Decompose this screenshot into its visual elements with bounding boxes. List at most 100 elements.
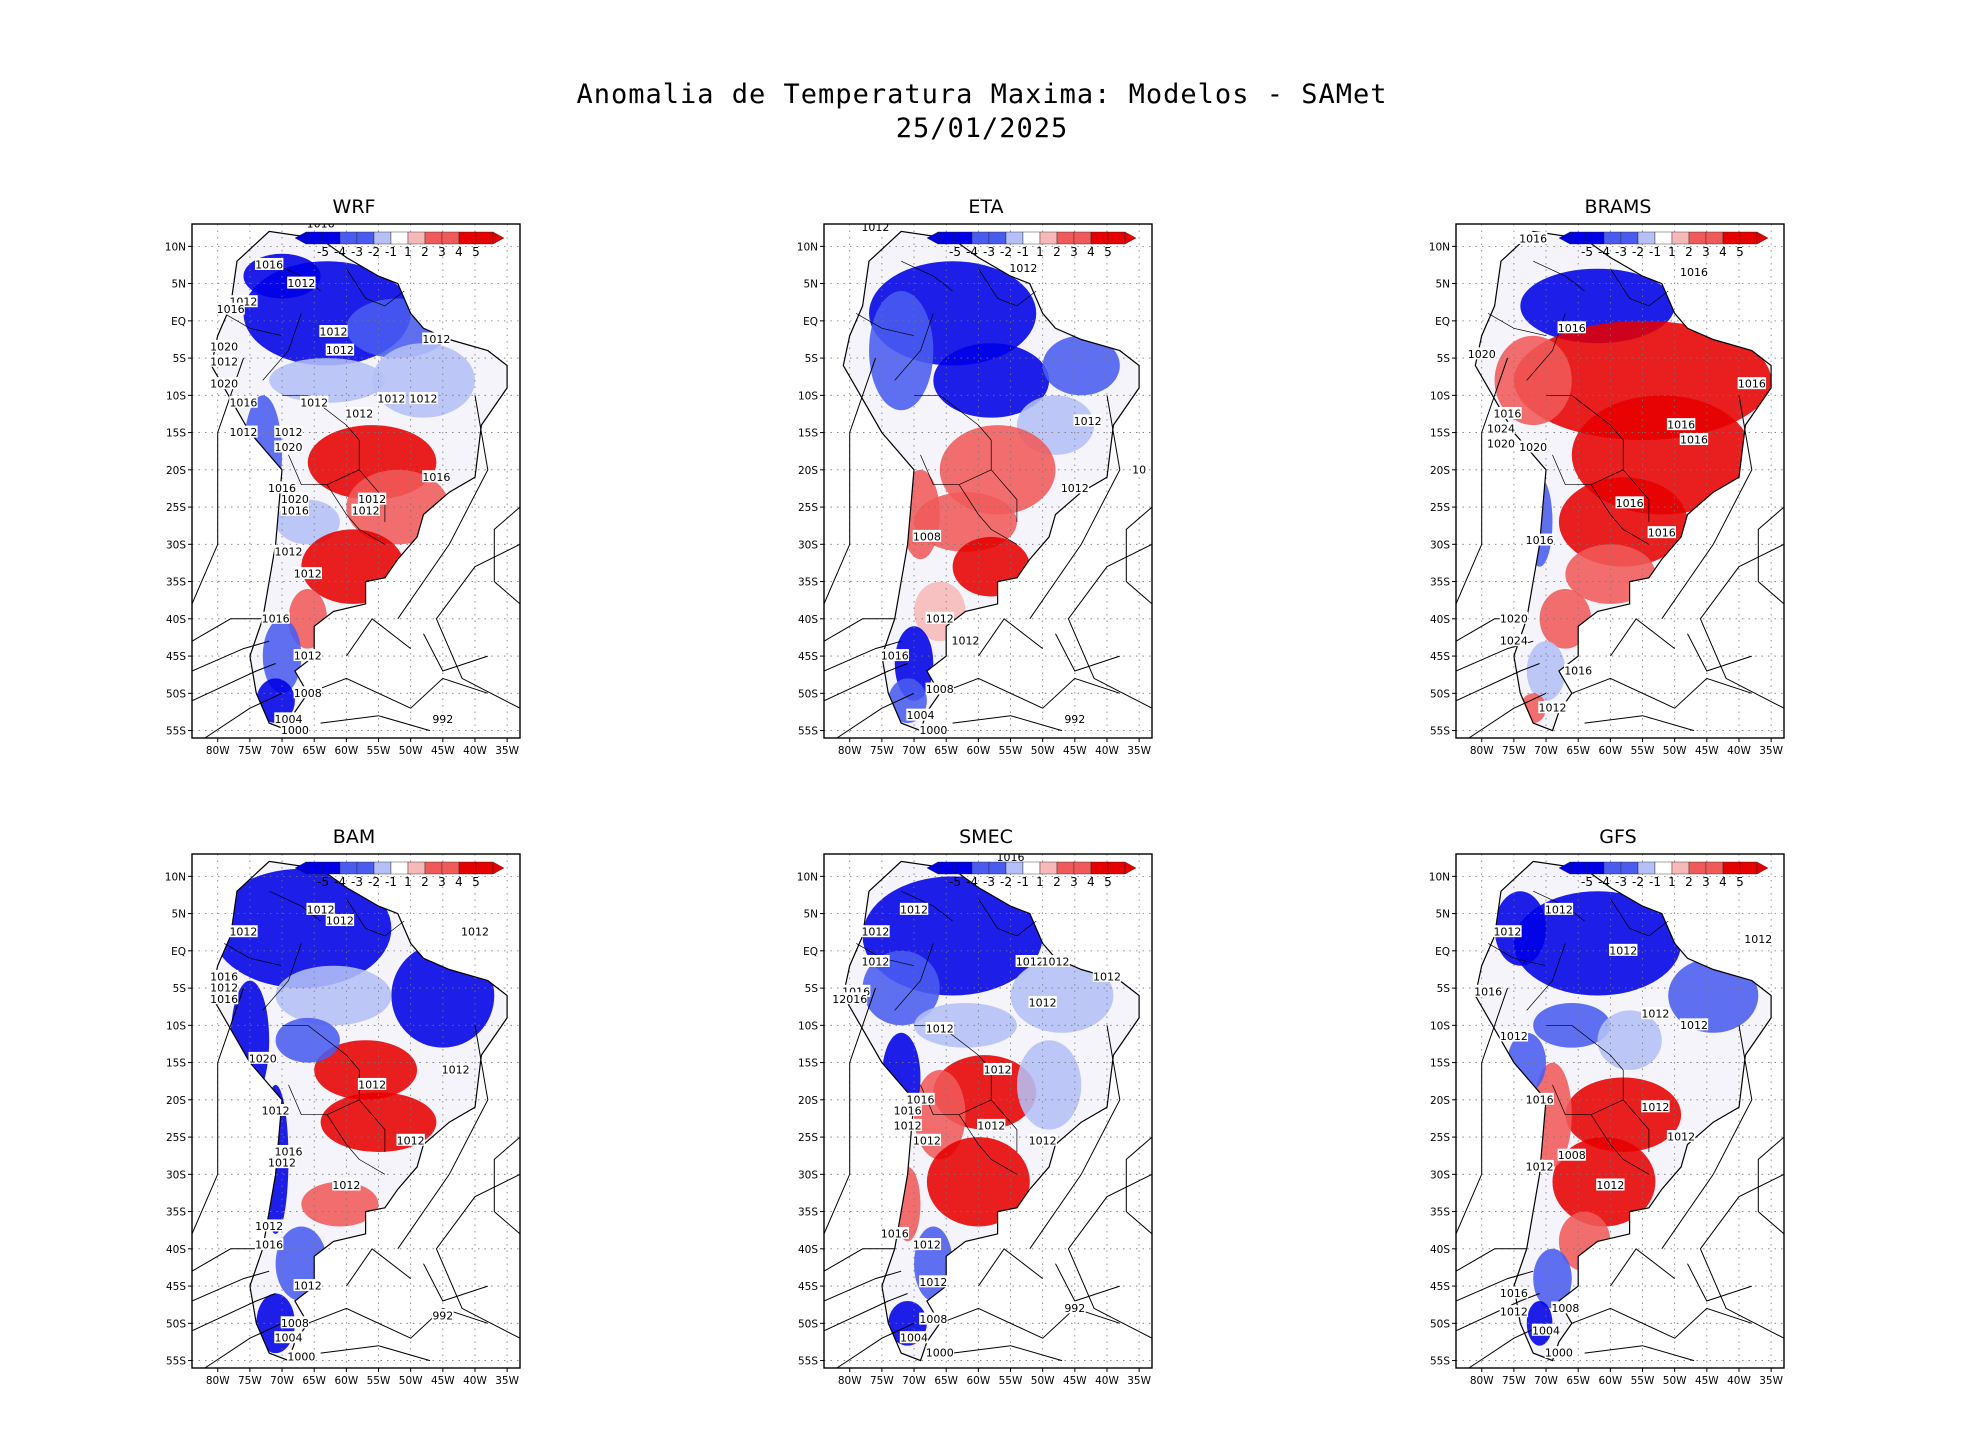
- pressure-label: 1016: [1558, 322, 1586, 335]
- pressure-label-bg: [983, 1063, 1012, 1076]
- pressure-label-bg: [422, 470, 451, 483]
- isobar-line: [1125, 506, 1152, 605]
- colorbar-tick-label: 1: [1036, 875, 1044, 889]
- pressure-label: 1004: [900, 1332, 928, 1345]
- lat-tick-label: 5S: [805, 353, 819, 365]
- country-border: [920, 454, 992, 486]
- pressure-label-bg: [280, 503, 310, 516]
- pressure-label: 1016: [1680, 266, 1708, 279]
- anomaly-blob: [372, 343, 475, 418]
- lat-tick-label: 55S: [1430, 1356, 1450, 1368]
- lat-tick-label: 10N: [1429, 871, 1450, 883]
- lat-tick-label: 30S: [798, 539, 818, 551]
- pressure-label-bg: [293, 649, 322, 662]
- colorbar-tick-label: -4: [1598, 245, 1610, 259]
- colorbar-tick-label: 5: [1736, 875, 1744, 889]
- lon-tick-label: 50W: [1663, 1375, 1687, 1387]
- isobar-line: [824, 663, 908, 702]
- lat-tick-label: 25S: [166, 502, 186, 514]
- lon-tick-label: 75W: [870, 745, 894, 757]
- colorbar-swatch: [441, 231, 460, 245]
- pressure-label-bg: [422, 332, 451, 345]
- lat-tick-label: EQ: [171, 946, 186, 958]
- lon-tick-label: 65W: [302, 745, 326, 757]
- lat-tick-label: 10N: [165, 241, 186, 253]
- isobar-line: [1609, 1248, 1676, 1287]
- anomaly-blob: [1042, 335, 1120, 396]
- pressure-label-bg: [951, 634, 980, 647]
- pressure-label-bg: [254, 1219, 284, 1232]
- isobar-line: [1055, 1263, 1120, 1302]
- colorbar-swatch: [373, 861, 392, 875]
- lon-tick-label: 50W: [399, 745, 423, 757]
- pressure-label: 1016: [1526, 534, 1554, 547]
- colorbar-swatch: [424, 861, 443, 875]
- pressure-label-bg: [880, 649, 909, 662]
- colorbar-swatch: [1603, 231, 1622, 245]
- colorbar-tick-label: -3: [1615, 245, 1627, 259]
- pressure-label: 12016: [832, 993, 867, 1006]
- colorbar-tick-label: 2: [421, 245, 429, 259]
- figure-title-line1: Anomalia de Temperatura Maxima: Modelos …: [576, 79, 1388, 110]
- lat-tick-label: 35S: [798, 1207, 818, 1219]
- pressure-label: 1020: [1519, 441, 1547, 454]
- pressure-label-bg: [1092, 969, 1122, 982]
- anomaly-blob: [256, 678, 295, 724]
- lat-tick-label: 50S: [798, 1318, 818, 1330]
- pressure-label: 1016: [281, 504, 309, 517]
- lon-tick-label: 65W: [302, 1375, 326, 1387]
- lat-tick-label: 25S: [166, 1132, 186, 1144]
- colorbar-tick-label: -5: [1581, 875, 1593, 889]
- lon-tick-label: 35W: [495, 745, 519, 757]
- pressure-label-bg: [1493, 406, 1522, 419]
- isobar-line: [1456, 1293, 1540, 1332]
- colorbar-swatch: [937, 231, 956, 245]
- isobar-line: [345, 618, 412, 657]
- pressure-label: 1020: [1500, 612, 1528, 625]
- colorbar-tick-label: 1: [1668, 875, 1676, 889]
- pressure-label-bg: [1544, 902, 1574, 915]
- country-border: [346, 268, 405, 307]
- pressure-label: 1004: [906, 709, 934, 722]
- pressure-label-bg: [209, 377, 239, 390]
- lon-tick-label: 35W: [1127, 1375, 1151, 1387]
- pressure-label: 1012: [377, 393, 405, 406]
- colorbar-tick-label: 4: [1719, 875, 1727, 889]
- pressure-label-bg: [1666, 418, 1696, 431]
- lat-tick-label: 55S: [1430, 726, 1450, 738]
- country-border: [990, 440, 1018, 522]
- pressure-label: 1012: [294, 650, 322, 663]
- pressure-label-bg: [861, 224, 890, 233]
- isobar-line: [192, 663, 276, 702]
- isobar-line: [1584, 715, 1695, 732]
- lat-tick-label: 40S: [798, 614, 818, 626]
- lat-tick-label: 25S: [798, 502, 818, 514]
- country-border: [1552, 1084, 1624, 1116]
- anomaly-blob: [1016, 1040, 1082, 1130]
- pressure-label: 1012: [1074, 415, 1102, 428]
- anomaly-map: 1016 1016 1016 1020 1016 1016 1024 1020 1020 1016…: [1429, 223, 1785, 757]
- isobar-line: [824, 618, 895, 642]
- lat-tick-label: 35S: [166, 577, 186, 589]
- pressure-label-bg: [460, 925, 490, 938]
- lat-tick-label: 55S: [798, 726, 818, 738]
- lon-tick-label: 40W: [1727, 1375, 1751, 1387]
- pressure-label-bg: [893, 1118, 922, 1131]
- pressure-label: 1000: [281, 724, 309, 737]
- lon-tick-label: 65W: [1566, 1375, 1590, 1387]
- pressure-label-bg: [1679, 265, 1709, 278]
- pressure-label-bg: [912, 529, 942, 542]
- pressure-label-bg: [274, 544, 303, 557]
- pressure-label: 1012: [332, 1179, 360, 1192]
- anomaly-blob: [869, 291, 934, 411]
- colorbar-tick-label: -5: [949, 875, 961, 889]
- colorbar-tick-label: -2: [1000, 245, 1012, 259]
- lat-tick-label: 15S: [1430, 428, 1450, 440]
- anomaly-blob: [1010, 958, 1114, 1033]
- pressure-label-bg: [1041, 955, 1070, 968]
- country-border: [1590, 1114, 1650, 1175]
- lat-tick-label: 45S: [798, 651, 818, 663]
- country-border: [346, 898, 405, 937]
- lat-tick-label: 10S: [798, 1020, 818, 1032]
- colorbar-tick-label: 3: [1070, 875, 1078, 889]
